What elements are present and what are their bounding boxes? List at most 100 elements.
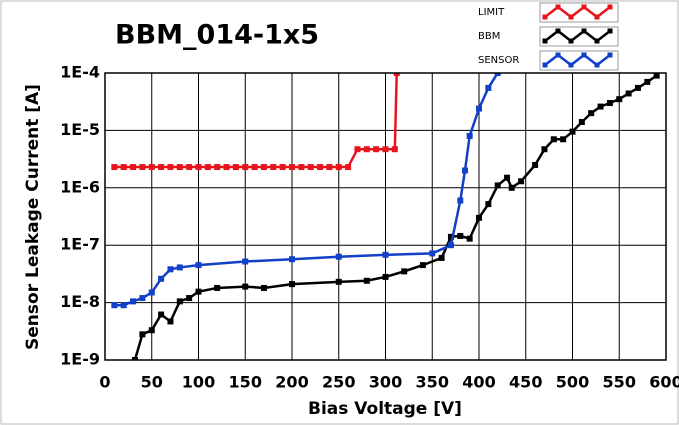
data-point <box>447 242 454 249</box>
data-point <box>382 146 389 153</box>
chart-title: BBM_014-1x5 <box>115 20 319 51</box>
data-point <box>289 256 295 263</box>
data-point <box>148 327 155 334</box>
data-point <box>457 197 464 204</box>
data-point <box>382 251 389 258</box>
data-point <box>307 164 314 171</box>
legend-marker <box>607 28 613 34</box>
data-point <box>476 105 482 112</box>
data-point <box>326 164 333 171</box>
data-point <box>550 136 557 143</box>
legend-marker <box>542 14 548 20</box>
data-point <box>195 164 202 171</box>
data-point <box>494 182 501 189</box>
data-point <box>120 302 127 309</box>
data-point <box>130 164 137 171</box>
legend-marker <box>568 14 574 20</box>
data-point <box>625 90 632 97</box>
data-point <box>391 146 398 153</box>
data-point <box>335 278 342 285</box>
data-point <box>242 164 249 171</box>
data-point <box>363 277 370 284</box>
data-point <box>176 164 183 171</box>
data-point <box>644 78 651 85</box>
data-point <box>466 132 473 139</box>
data-point <box>653 73 660 79</box>
data-point <box>242 283 249 290</box>
legend-marker <box>607 52 613 58</box>
x-tick-label: 250 <box>322 373 355 392</box>
y-tick-label: 1E-4 <box>60 63 100 82</box>
legend-label: SENSOR <box>478 55 519 66</box>
legend-marker <box>607 4 613 10</box>
x-tick-label: 150 <box>229 373 262 392</box>
data-point <box>214 284 221 291</box>
x-tick-label: 600 <box>649 373 679 392</box>
data-point <box>195 262 202 269</box>
y-tick-label: 1E-6 <box>60 177 100 196</box>
y-tick-label: 1E-8 <box>60 292 100 311</box>
x-tick-label: 400 <box>462 373 495 392</box>
x-tick-label: 350 <box>416 373 449 392</box>
data-point <box>419 262 426 269</box>
data-point <box>569 128 576 135</box>
data-point <box>518 178 525 185</box>
data-point <box>317 164 324 171</box>
x-tick-label: 300 <box>369 373 402 392</box>
data-point <box>139 331 146 338</box>
data-point <box>429 250 436 257</box>
legend-marker <box>568 62 574 68</box>
data-point <box>298 164 305 171</box>
data-point <box>461 167 468 174</box>
data-point <box>578 119 585 126</box>
legend-marker <box>581 52 587 58</box>
data-point <box>270 164 277 171</box>
y-axis-label: Sensor Leakage Current [A] <box>23 84 43 350</box>
legend-marker <box>581 28 587 34</box>
x-tick-label: 500 <box>556 373 589 392</box>
data-point <box>111 302 118 309</box>
data-point <box>289 164 295 171</box>
data-point <box>130 298 137 305</box>
data-point <box>176 298 183 305</box>
legend-marker <box>581 4 587 10</box>
legend-marker <box>542 62 548 68</box>
data-point <box>438 254 445 261</box>
data-point <box>335 164 342 171</box>
data-point <box>120 164 127 171</box>
legend-label: LIMIT <box>478 7 505 18</box>
legend-marker <box>555 52 561 58</box>
data-point <box>148 289 155 296</box>
legend-marker <box>594 38 600 44</box>
x-tick-label: 0 <box>99 373 110 392</box>
data-point <box>373 146 380 153</box>
data-point <box>345 164 352 171</box>
data-point <box>158 311 165 318</box>
data-point <box>363 146 370 153</box>
data-point <box>186 295 193 302</box>
data-point <box>260 164 267 171</box>
x-tick-label: 50 <box>141 373 163 392</box>
data-point <box>354 146 361 153</box>
data-point <box>476 214 482 221</box>
data-point <box>508 184 515 191</box>
data-point <box>214 164 221 171</box>
legend-marker <box>542 38 548 44</box>
x-tick-label: 450 <box>509 373 542 392</box>
data-point <box>447 233 454 240</box>
data-point <box>111 164 118 171</box>
x-tick-label: 100 <box>182 373 215 392</box>
data-point <box>204 164 211 171</box>
x-tick-label: 200 <box>275 373 308 392</box>
data-point <box>289 281 295 288</box>
data-point <box>597 103 604 110</box>
plot-border <box>104 72 667 361</box>
data-point <box>176 264 183 271</box>
data-point <box>393 73 400 76</box>
data-point <box>167 164 174 171</box>
data-point <box>139 295 146 302</box>
data-point <box>541 146 548 153</box>
legend-marker <box>555 28 561 34</box>
data-point <box>242 258 249 265</box>
